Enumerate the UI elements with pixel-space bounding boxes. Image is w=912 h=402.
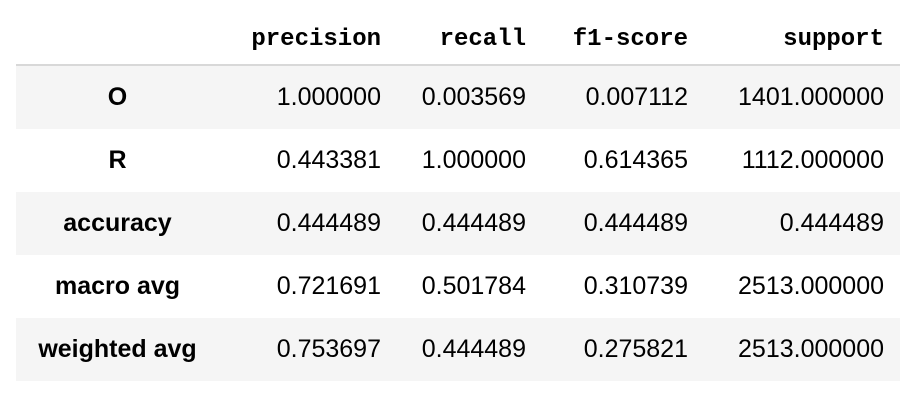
row-label: macro avg bbox=[54, 272, 181, 300]
recall-cell: 0.444489 bbox=[421, 335, 526, 363]
f1-score-cell: 0.444489 bbox=[583, 209, 688, 237]
recall-cell: 0.501784 bbox=[421, 272, 526, 300]
recall-cell: 0.003569 bbox=[421, 83, 526, 111]
f1-score-cell: 0.275821 bbox=[583, 335, 688, 363]
support-cell: 2513.000000 bbox=[738, 272, 884, 300]
precision-cell: 0.753697 bbox=[276, 335, 381, 363]
table-row-r: R 0.443381 1.000000 0.614365 1112.000000 bbox=[16, 129, 900, 192]
table-header-row: precision recall f1-score support bbox=[16, 14, 900, 66]
f1-score-cell: 0.614365 bbox=[583, 146, 688, 174]
precision-cell: 0.444489 bbox=[276, 209, 381, 237]
precision-cell: 0.721691 bbox=[276, 272, 381, 300]
row-label: accuracy bbox=[63, 209, 172, 237]
f1-score-cell: 0.007112 bbox=[585, 83, 688, 111]
support-cell: 1112.000000 bbox=[741, 146, 884, 174]
row-label: weighted avg bbox=[38, 335, 197, 363]
f1-score-cell: 0.310739 bbox=[583, 272, 688, 300]
header-precision: precision bbox=[251, 25, 381, 53]
recall-cell: 1.000000 bbox=[421, 146, 526, 174]
table-row-accuracy: accuracy 0.444489 0.444489 0.444489 0.44… bbox=[16, 192, 900, 255]
header-f1-score: f1-score bbox=[572, 25, 688, 53]
table-row-weighted-avg: weighted avg 0.753697 0.444489 0.275821 … bbox=[16, 318, 900, 381]
table-row-o: O 1.000000 0.003569 0.007112 1401.000000 bbox=[16, 66, 900, 129]
row-label: R bbox=[108, 146, 127, 174]
support-cell: 2513.000000 bbox=[738, 335, 884, 363]
table-row-macro-avg: macro avg 0.721691 0.501784 0.310739 251… bbox=[16, 255, 900, 318]
precision-cell: 1.000000 bbox=[276, 83, 381, 111]
header-recall: recall bbox=[439, 25, 526, 53]
support-cell: 1401.000000 bbox=[738, 83, 884, 111]
classification-report-table: precision recall f1-score support O 1.00… bbox=[16, 14, 900, 381]
precision-cell: 0.443381 bbox=[276, 146, 381, 174]
recall-cell: 0.444489 bbox=[421, 209, 526, 237]
row-label: O bbox=[107, 83, 128, 111]
header-support: support bbox=[783, 25, 884, 53]
support-cell: 0.444489 bbox=[779, 209, 884, 237]
